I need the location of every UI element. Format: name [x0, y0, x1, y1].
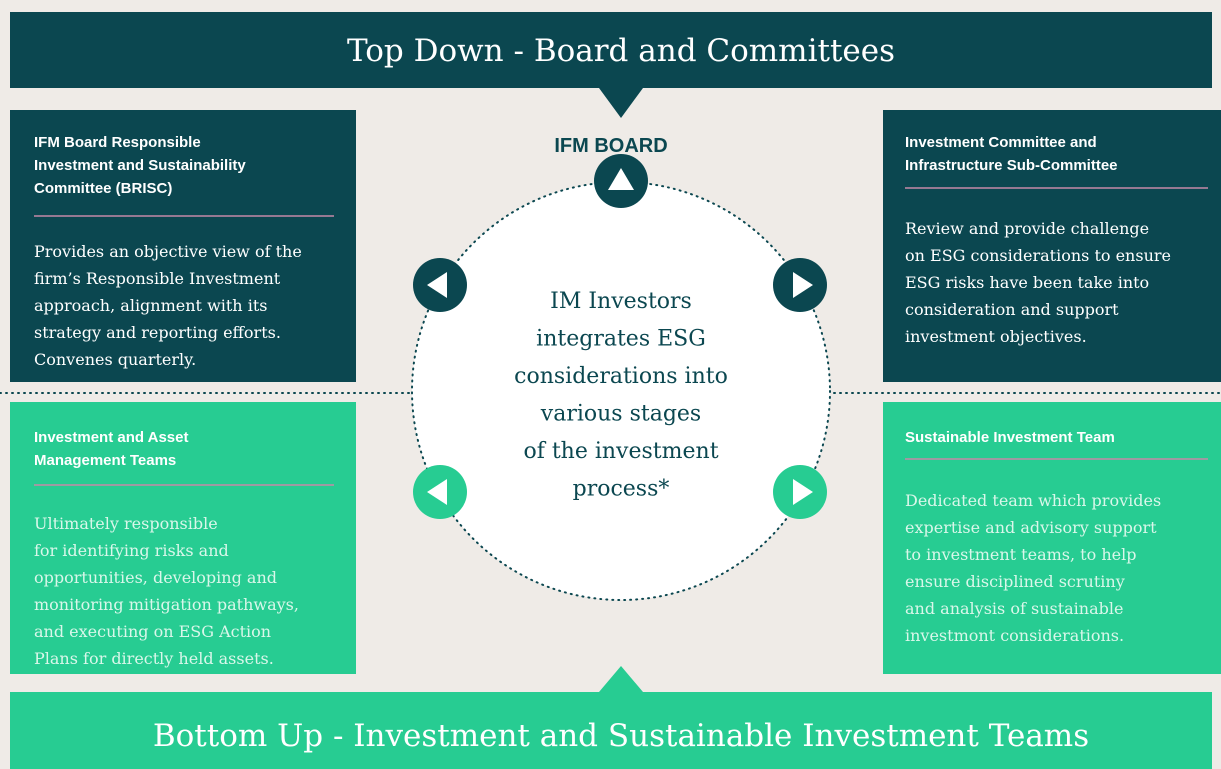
box-title: Management Teams	[34, 452, 176, 469]
box-body: consideration and support	[905, 300, 1119, 319]
box-body: firm’s Responsible Investment	[34, 269, 281, 288]
box-title: Investment and Sustainability	[34, 157, 246, 174]
footer-title: Bottom Up - Investment and Sustainable I…	[153, 718, 1089, 754]
bottom-pointer	[599, 666, 643, 692]
box-body: investment objectives.	[905, 327, 1087, 346]
center-text: IM Investors	[550, 289, 692, 314]
arrow-up	[594, 154, 648, 208]
box-title: Sustainable Investment Team	[905, 429, 1115, 446]
box-body: ESG risks have been take into	[905, 273, 1149, 292]
box-body: Review and provide challenge	[905, 219, 1149, 238]
box-body: ensure disciplined scrutiny	[905, 572, 1125, 591]
box-body: Provides an objective view of the	[34, 242, 302, 261]
box-title: Infrastructure Sub-Committee	[905, 157, 1118, 174]
header-title: Top Down - Board and Committees	[347, 33, 895, 69]
bottom-banner	[10, 692, 1212, 769]
box-body: investmont considerations.	[905, 626, 1124, 645]
board-label: IFM BOARD	[554, 135, 667, 157]
box-title: Investment Committee and	[905, 134, 1097, 151]
box-body: expertise and advisory support	[905, 518, 1157, 537]
box-body: opportunities, developing and	[34, 568, 277, 587]
arrow-right	[773, 258, 827, 312]
center-text: of the investment	[523, 439, 718, 464]
box-body: to investment teams, to help	[905, 545, 1136, 564]
center-text: process*	[573, 477, 670, 502]
top-pointer	[599, 88, 643, 118]
box-body: Dedicated team which provides	[905, 491, 1161, 510]
top-banner	[10, 12, 1212, 88]
box-body: strategy and reporting efforts.	[34, 323, 281, 342]
box-title: Committee (BRISC)	[34, 180, 172, 197]
center-text: various stages	[540, 402, 701, 427]
box-title: IFM Board Responsible	[34, 134, 201, 151]
center-text: integrates ESG	[536, 327, 706, 352]
box	[883, 110, 1221, 382]
box	[10, 110, 356, 382]
center-text: considerations into	[514, 364, 728, 389]
box-body: and executing on ESG Action	[34, 622, 271, 641]
center-circle	[411, 181, 831, 601]
box-body: on ESG considerations to ensure	[905, 246, 1171, 265]
box-body: Convenes quarterly.	[34, 350, 196, 369]
box-body: monitoring mitigation pathways,	[34, 595, 299, 614]
box	[10, 402, 356, 674]
box-body: for identifying risks and	[34, 541, 229, 560]
box-title: Investment and Asset	[34, 429, 189, 446]
box-body: Plans for directly held assets.	[34, 649, 274, 668]
arrow-left	[413, 465, 467, 519]
arrow-right	[773, 465, 827, 519]
box-body: and analysis of sustainable	[905, 599, 1123, 618]
box-body: Ultimately responsible	[34, 514, 218, 533]
box	[883, 402, 1221, 674]
box-body: approach, alignment with its	[34, 296, 267, 315]
arrow-left	[413, 258, 467, 312]
